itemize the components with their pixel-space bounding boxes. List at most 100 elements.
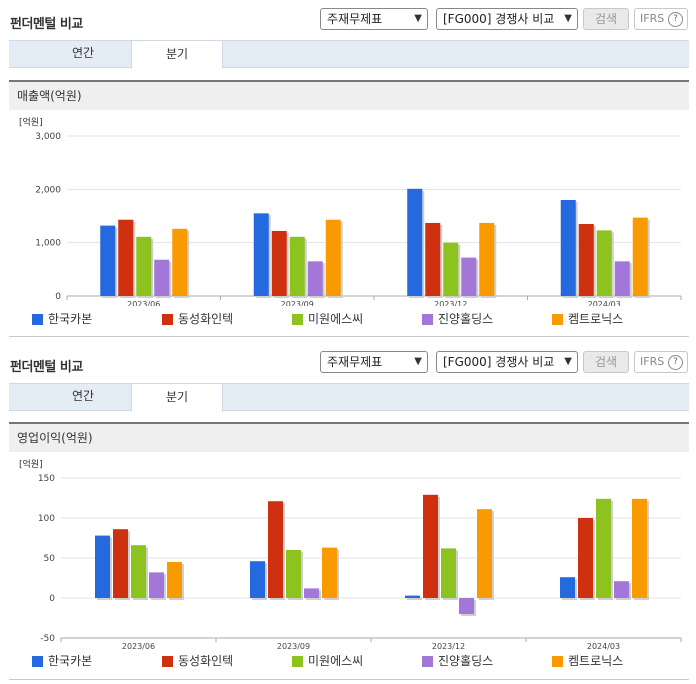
bar [172,228,188,296]
legend-item[interactable]: 동성화인텍 [162,312,233,327]
legend-item[interactable]: 한국카본 [32,312,92,327]
bar [443,242,459,296]
y-tick-label: 0 [49,594,55,604]
legend-label: 켐트로닉스 [568,654,624,668]
bar [632,498,647,598]
legend-label: 동성화인텍 [178,312,234,326]
compare-group-select[interactable]: [FG000] 경쟁사 비교 ▼ [436,351,578,373]
legend-item[interactable]: 켐트로닉스 [552,654,623,669]
chart-legend: 한국카본 동성화인텍 미원에스씨 진양홀딩스 켐트로닉스 [32,654,672,670]
revenue-bar-chart: [억원] 0 1,000 2,000 3,000 2023/06 2023/09 2023/1… [19,116,682,306]
legend-label: 미원에스씨 [308,312,364,326]
legend-swatch [422,314,433,325]
legend-swatch [162,314,173,325]
legend-item[interactable]: 미원에스씨 [292,312,363,327]
bar [149,572,164,598]
tab-quarterly[interactable]: 분기 [131,383,223,412]
bar [304,588,319,598]
y-tick-label: 100 [38,514,55,524]
bar [271,230,287,296]
metric-header: 매출액(억원) [9,80,689,110]
bar [286,550,301,598]
legend-label: 켐트로닉스 [568,312,624,326]
bar [253,213,269,296]
ifrs-help-button[interactable]: IFRS ? [634,8,688,30]
search-button[interactable]: 검색 [583,8,629,30]
bar [154,259,170,296]
period-tabs: 연간 분기 [9,383,689,412]
panel-divider [9,679,689,680]
x-tick-label: 2023/12 [434,300,467,306]
y-tick-label: -50 [40,634,55,644]
panel-title: 펀더멘털 비교 [10,17,83,32]
legend-item[interactable]: 동성화인텍 [162,654,233,669]
y-tick-label: 150 [38,474,55,484]
legend-label: 진양홀딩스 [438,654,494,668]
x-tick-label: 2024/03 [587,642,620,651]
bar [307,261,323,296]
bar [423,494,438,598]
search-button[interactable]: 검색 [583,351,629,373]
bar [325,219,341,296]
bar [405,595,420,598]
report-type-select[interactable]: 주재무제표 ▼ [320,8,428,30]
bar-shadow [407,597,422,600]
bar [289,236,305,296]
legend-item[interactable]: 한국카본 [32,654,92,669]
question-icon: ? [668,355,683,370]
y-tick-label: 2,000 [35,185,61,195]
bar [167,562,182,598]
bar [95,535,110,598]
bar [596,498,611,598]
legend-swatch [422,656,433,667]
y-unit-label: [억원] [19,458,43,470]
legend-label: 진양홀딩스 [438,312,494,326]
legend-item[interactable]: 진양홀딩스 [422,654,493,669]
bar [131,545,146,598]
tab-annual[interactable]: 연간 [71,46,95,60]
x-tick-label: 2024/03 [588,300,621,306]
legend-item[interactable]: 켐트로닉스 [552,312,623,327]
bar [268,501,283,598]
legend-label: 동성화인텍 [178,654,234,668]
period-tabs: 연간 분기 [9,40,689,69]
compare-group-value: [FG000] 경쟁사 비교 [443,355,555,369]
bar [441,548,456,598]
bar [578,224,594,296]
compare-group-select[interactable]: [FG000] 경쟁사 비교 ▼ [436,8,578,30]
report-type-value: 주재무제표 [327,355,383,369]
bar [250,561,265,598]
ifrs-label: IFRS [640,355,665,368]
x-tick-label: 2023/06 [122,642,155,651]
bar [407,188,423,296]
legend-swatch [292,314,303,325]
bar [632,217,648,296]
bar [596,230,612,296]
ifrs-help-button[interactable]: IFRS ? [634,351,688,373]
x-tick-label: 2023/09 [277,642,310,651]
legend-item[interactable]: 진양홀딩스 [422,312,493,327]
report-type-value: 주재무제표 [327,12,383,26]
bar [560,577,575,598]
legend-label: 한국카본 [48,654,93,668]
bar [100,225,116,296]
chevron-down-icon: ▼ [564,13,572,24]
legend-swatch [32,656,43,667]
x-tick-label: 2023/09 [281,300,314,306]
legend-swatch [162,656,173,667]
bar [477,509,492,598]
chart-legend: 한국카본 동성화인텍 미원에스씨 진양홀딩스 켐트로닉스 [32,312,672,328]
legend-label: 한국카본 [48,312,93,326]
legend-item[interactable]: 미원에스씨 [292,654,363,669]
bar [113,529,128,598]
y-tick-label: 50 [44,554,56,564]
bar [136,236,152,296]
question-icon: ? [668,12,683,27]
bar [479,222,495,296]
tab-annual[interactable]: 연간 [71,389,95,403]
y-tick-label: 0 [55,292,61,302]
tab-quarterly[interactable]: 분기 [131,40,223,69]
legend-swatch [552,314,563,325]
chevron-down-icon: ▼ [414,356,422,367]
report-type-select[interactable]: 주재무제표 ▼ [320,351,428,373]
